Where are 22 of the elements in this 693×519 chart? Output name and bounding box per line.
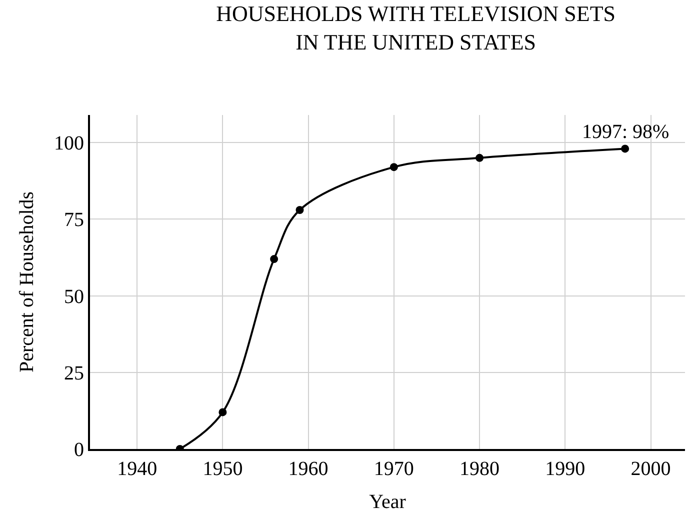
x-tick-label: 1980 [460,458,500,480]
chart-title: HOUSEHOLDS WITH TELEVISION SETS IN THE UNITED STATES [216,0,616,54]
x-tick-label: 1990 [545,458,586,480]
x-tick-label: 1940 [117,458,158,480]
y-tick-label: 100 [54,132,84,155]
y-tick-label: 50 [64,286,84,308]
y-tick-label: 25 [64,362,84,384]
point [270,255,278,264]
point [390,163,398,172]
y-axis-title: Percent of Households [16,191,38,373]
x-tick-label: 1950 [202,458,243,480]
point [218,408,227,416]
annotation: 1997: 98% [582,121,670,143]
y-tick-label: 75 [64,209,84,232]
x-tick-label: 1970 [374,458,414,480]
point [621,144,630,153]
point [476,154,484,162]
x-axis-title: Year [369,491,406,513]
y-tick-label: 0 [74,439,84,461]
x-tick-label: 2000 [630,458,671,480]
x-tick-label: 1960 [288,458,328,480]
point [296,206,304,214]
